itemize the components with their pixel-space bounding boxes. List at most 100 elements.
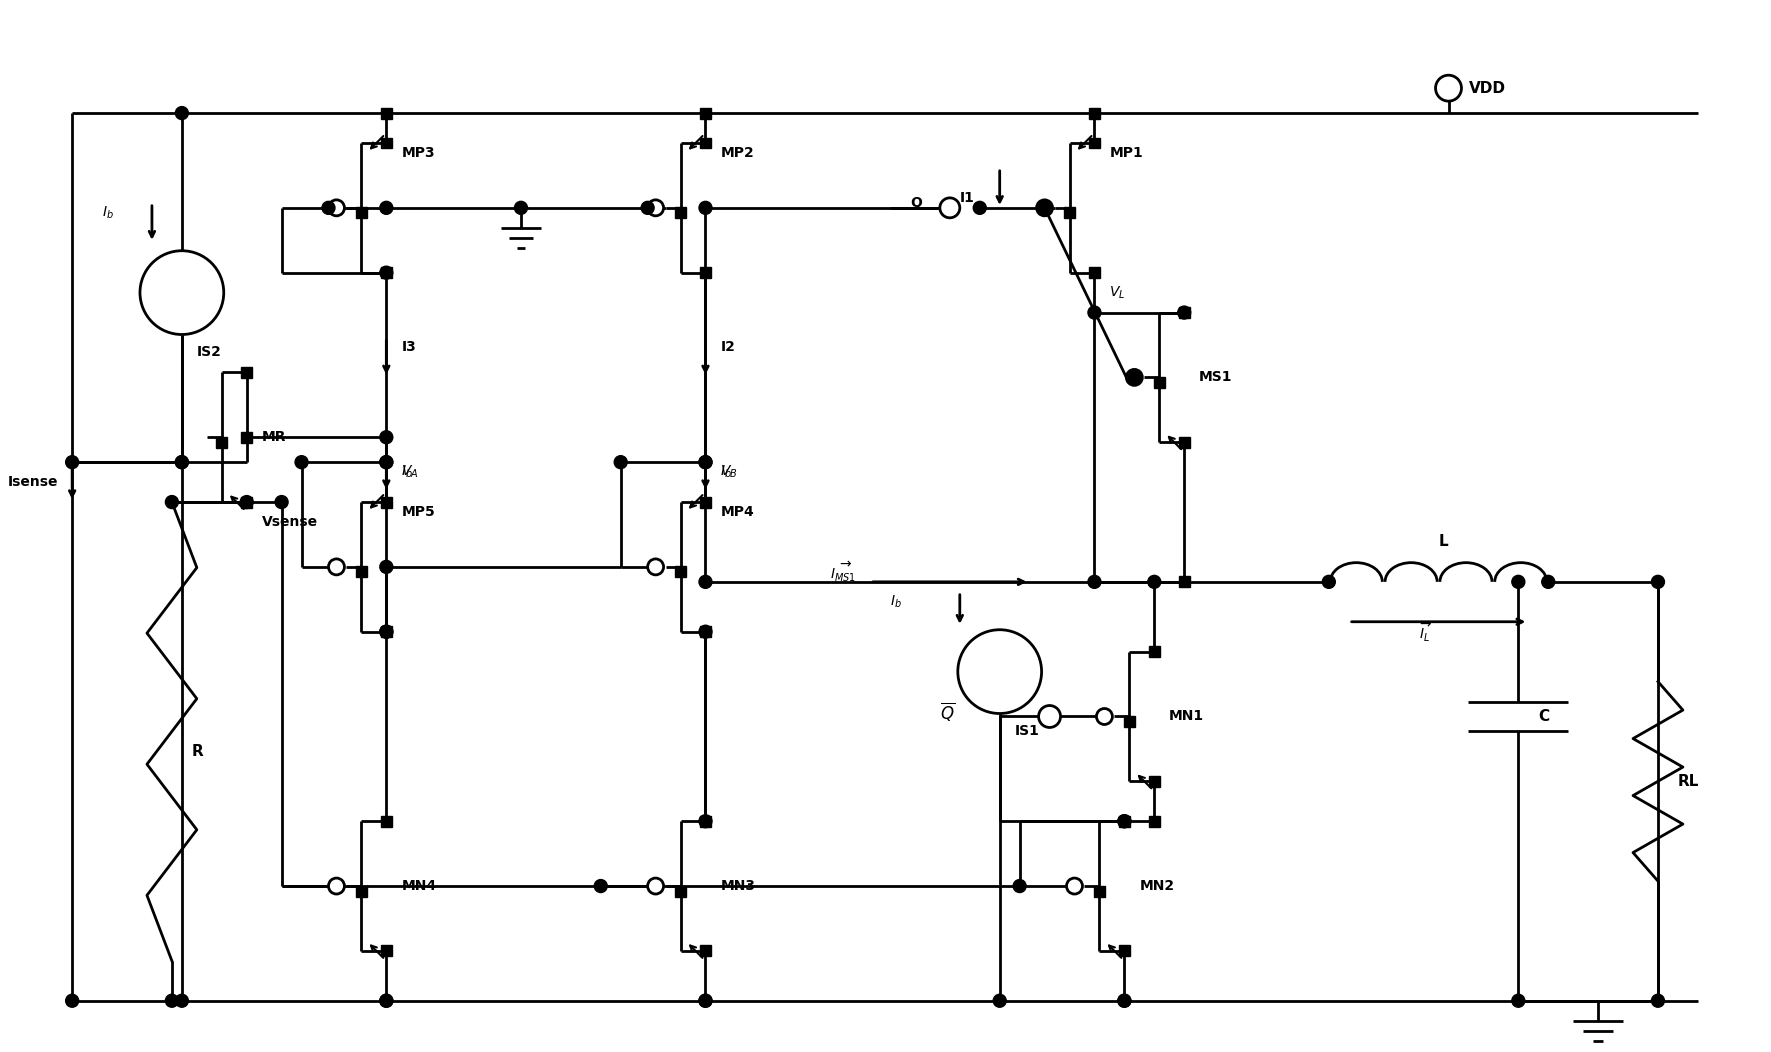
Circle shape [1148, 575, 1160, 588]
Circle shape [140, 250, 223, 335]
Circle shape [1436, 75, 1461, 101]
Circle shape [515, 201, 528, 215]
Text: $I_b$: $I_b$ [721, 464, 731, 481]
Bar [675, 886, 685, 896]
Text: MN3: MN3 [721, 879, 756, 893]
Circle shape [994, 994, 1006, 1007]
Circle shape [66, 456, 78, 468]
Text: $V_L$: $V_L$ [1109, 284, 1126, 301]
Text: MS1: MS1 [1199, 370, 1233, 384]
Circle shape [175, 994, 188, 1007]
Text: MN2: MN2 [1139, 879, 1174, 893]
Circle shape [1118, 994, 1132, 1007]
Text: MN4: MN4 [402, 879, 436, 893]
Bar [381, 497, 391, 507]
Circle shape [379, 994, 393, 1007]
Text: C: C [1539, 709, 1550, 724]
Circle shape [328, 200, 344, 216]
Bar [1179, 576, 1190, 587]
Circle shape [1512, 994, 1525, 1007]
Circle shape [379, 994, 393, 1007]
Circle shape [1126, 369, 1142, 385]
Circle shape [328, 559, 344, 574]
Circle shape [379, 456, 393, 468]
Bar [381, 946, 391, 956]
Bar [381, 138, 391, 148]
Bar [1149, 646, 1160, 658]
Circle shape [1652, 994, 1665, 1007]
Circle shape [175, 456, 188, 468]
Circle shape [700, 625, 712, 639]
Text: IS2: IS2 [197, 345, 221, 360]
Bar [381, 815, 391, 827]
Bar [700, 626, 710, 638]
Circle shape [1087, 575, 1102, 588]
Bar [700, 497, 710, 507]
Text: MP5: MP5 [402, 505, 436, 519]
Circle shape [165, 994, 179, 1007]
Bar [241, 367, 251, 378]
Text: $V_B$: $V_B$ [721, 464, 739, 481]
Bar [700, 107, 710, 119]
Circle shape [1087, 306, 1102, 319]
Text: $\overline{Q}$: $\overline{Q}$ [940, 700, 955, 723]
Bar [675, 207, 685, 219]
Circle shape [328, 878, 344, 894]
Bar [700, 138, 710, 148]
Circle shape [940, 198, 960, 218]
Text: I3: I3 [402, 341, 416, 355]
Text: $\overrightarrow{I_{MS1}}$: $\overrightarrow{I_{MS1}}$ [831, 560, 855, 584]
Circle shape [1178, 306, 1190, 319]
Circle shape [1652, 575, 1665, 588]
Circle shape [700, 575, 712, 588]
Circle shape [615, 456, 627, 468]
Circle shape [1128, 371, 1141, 384]
Text: IS1: IS1 [1015, 725, 1040, 739]
Bar [700, 946, 710, 956]
Bar [1089, 267, 1100, 278]
Circle shape [700, 201, 712, 215]
Bar [1153, 377, 1165, 388]
Bar [1125, 716, 1135, 727]
Text: $I_b$: $I_b$ [891, 593, 901, 610]
Circle shape [296, 456, 308, 468]
Text: MP3: MP3 [402, 146, 436, 160]
Circle shape [66, 994, 78, 1007]
Text: I1: I1 [960, 190, 974, 205]
Bar [356, 886, 367, 896]
Bar [1179, 307, 1190, 318]
Text: RL: RL [1677, 774, 1700, 789]
Text: Vsense: Vsense [262, 515, 317, 529]
Text: $I_b$: $I_b$ [402, 464, 413, 481]
Circle shape [1013, 879, 1025, 892]
Bar [241, 431, 251, 443]
Circle shape [700, 814, 712, 828]
Circle shape [648, 559, 664, 574]
Circle shape [1118, 994, 1132, 1007]
Text: MP1: MP1 [1109, 146, 1142, 160]
Circle shape [1036, 200, 1052, 216]
Circle shape [379, 456, 393, 468]
Circle shape [595, 879, 607, 892]
Circle shape [700, 994, 712, 1007]
Circle shape [648, 878, 664, 894]
Bar [1149, 815, 1160, 827]
Text: Isense: Isense [7, 476, 58, 489]
Bar [381, 626, 391, 638]
Text: I2: I2 [721, 341, 735, 355]
Circle shape [648, 200, 664, 216]
Bar [356, 207, 367, 219]
Circle shape [165, 495, 179, 508]
Text: MN1: MN1 [1169, 709, 1204, 724]
Text: MR: MR [262, 430, 287, 444]
Circle shape [958, 630, 1041, 713]
Bar [1094, 886, 1105, 896]
Circle shape [1118, 814, 1132, 828]
Bar [675, 566, 685, 578]
Bar [1089, 138, 1100, 148]
Circle shape [641, 201, 653, 215]
Circle shape [241, 495, 253, 508]
Circle shape [322, 201, 335, 215]
Circle shape [379, 430, 393, 444]
Circle shape [379, 201, 393, 215]
